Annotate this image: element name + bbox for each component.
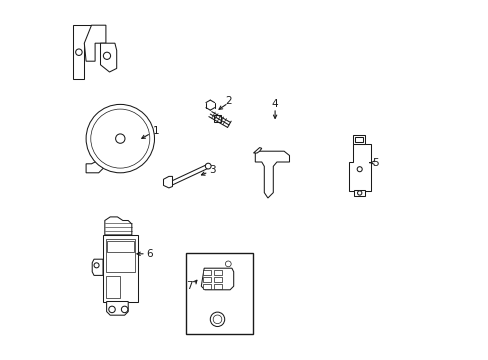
Bar bbox=[103, 235, 138, 302]
Bar bbox=[213, 284, 222, 289]
Text: 7: 7 bbox=[186, 281, 193, 291]
Text: 3: 3 bbox=[209, 165, 216, 175]
Polygon shape bbox=[352, 135, 365, 144]
Polygon shape bbox=[170, 164, 208, 186]
Polygon shape bbox=[86, 160, 106, 173]
Text: 1: 1 bbox=[153, 126, 159, 136]
Polygon shape bbox=[106, 302, 128, 315]
Bar bbox=[203, 270, 211, 275]
Bar bbox=[213, 277, 222, 282]
Circle shape bbox=[76, 49, 82, 55]
Bar bbox=[355, 137, 362, 142]
Circle shape bbox=[94, 263, 99, 268]
Text: 4: 4 bbox=[271, 99, 278, 109]
Circle shape bbox=[213, 315, 222, 324]
Bar bbox=[213, 270, 222, 275]
Polygon shape bbox=[101, 43, 117, 72]
Polygon shape bbox=[255, 149, 289, 198]
Circle shape bbox=[356, 167, 362, 172]
Bar bbox=[214, 115, 221, 122]
Polygon shape bbox=[201, 268, 233, 290]
Polygon shape bbox=[73, 25, 91, 79]
Polygon shape bbox=[163, 176, 172, 188]
Text: 6: 6 bbox=[145, 249, 152, 259]
Circle shape bbox=[108, 306, 115, 312]
Circle shape bbox=[103, 52, 110, 59]
Circle shape bbox=[91, 109, 149, 168]
Circle shape bbox=[225, 261, 231, 267]
Circle shape bbox=[86, 104, 154, 173]
Polygon shape bbox=[253, 148, 261, 153]
Bar bbox=[203, 277, 211, 282]
Polygon shape bbox=[84, 25, 106, 61]
Bar bbox=[185, 253, 252, 334]
Bar bbox=[107, 241, 133, 252]
Bar bbox=[354, 190, 365, 196]
Text: 2: 2 bbox=[224, 96, 231, 106]
Circle shape bbox=[115, 134, 125, 143]
Bar bbox=[106, 239, 134, 272]
Bar bbox=[106, 276, 120, 298]
Circle shape bbox=[357, 191, 361, 195]
Text: 5: 5 bbox=[372, 158, 378, 168]
Circle shape bbox=[210, 312, 224, 327]
Bar bbox=[203, 284, 211, 289]
Polygon shape bbox=[348, 144, 370, 191]
Circle shape bbox=[205, 163, 211, 169]
Polygon shape bbox=[104, 217, 132, 235]
Circle shape bbox=[121, 306, 127, 312]
Polygon shape bbox=[92, 259, 103, 275]
